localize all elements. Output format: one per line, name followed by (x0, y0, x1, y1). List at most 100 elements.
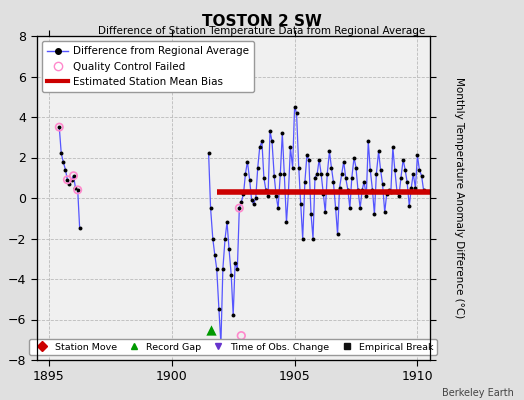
Point (383, 191, 391, 197)
Point (243, 158, 252, 165)
Point (360, 178, 368, 185)
Point (260, 174, 268, 181)
Point (418, 172, 426, 179)
Point (73, 187, 82, 193)
Point (63, 176, 72, 183)
Point (395, 193, 403, 199)
Point (258, 138, 266, 144)
Point (278, 130, 287, 136)
Point (323, 170, 332, 177)
Point (347, 174, 356, 181)
Point (370, 211, 379, 218)
Point (389, 144, 397, 150)
Point (274, 205, 282, 211)
Point (294, 164, 303, 171)
Point (313, 170, 321, 177)
Point (340, 158, 348, 165)
Point (213, 266, 221, 272)
Point (249, 201, 258, 207)
Y-axis label: Monthly Temperature Anomaly Difference (°C): Monthly Temperature Anomaly Difference (… (454, 77, 464, 319)
Text: Difference of Station Temperature Data from Regional Average: Difference of Station Temperature Data f… (99, 26, 425, 36)
Text: Berkeley Earth: Berkeley Earth (442, 388, 514, 398)
Point (270, 172, 278, 179)
Point (415, 166, 423, 173)
Point (409, 170, 418, 177)
Point (315, 156, 323, 163)
Point (211, 252, 219, 258)
Point (65, 181, 73, 187)
Point (215, 306, 223, 312)
Point (219, 266, 227, 272)
Point (264, 193, 272, 199)
Point (290, 104, 299, 110)
Point (403, 178, 411, 185)
Point (397, 174, 405, 181)
Point (55, 124, 63, 130)
Point (356, 205, 364, 211)
Point (362, 193, 370, 199)
Point (266, 128, 274, 134)
Point (69, 172, 78, 179)
Point (319, 191, 328, 197)
Point (399, 156, 407, 163)
Point (307, 211, 315, 218)
Point (235, 205, 244, 211)
Point (337, 170, 346, 177)
Point (401, 166, 409, 173)
Point (245, 176, 254, 183)
Point (376, 166, 385, 173)
Point (69, 172, 78, 179)
Point (221, 235, 230, 242)
Point (239, 191, 248, 197)
Point (61, 166, 70, 173)
Point (331, 205, 340, 211)
Point (272, 193, 280, 199)
Point (352, 164, 360, 171)
Point (325, 148, 334, 155)
Point (268, 138, 276, 144)
Point (378, 181, 387, 187)
Point (288, 164, 297, 171)
Point (328, 164, 336, 171)
Point (299, 235, 307, 242)
Point (344, 187, 352, 193)
Point (225, 246, 233, 252)
Point (372, 170, 380, 177)
Point (368, 187, 377, 193)
Point (206, 205, 215, 211)
Point (366, 166, 375, 173)
Point (59, 158, 68, 165)
Point (321, 209, 330, 215)
Point (350, 154, 358, 161)
Point (231, 260, 239, 266)
Point (254, 164, 262, 171)
Point (75, 225, 84, 232)
Point (407, 185, 416, 191)
Point (309, 235, 317, 242)
Point (71, 185, 80, 191)
Point (380, 209, 389, 215)
Point (303, 152, 311, 159)
Point (292, 110, 301, 116)
Point (297, 201, 305, 207)
Point (390, 166, 399, 173)
Point (229, 312, 237, 319)
Point (223, 219, 231, 226)
Point (73, 187, 82, 193)
Point (235, 205, 244, 211)
Point (413, 152, 422, 159)
Point (419, 187, 428, 193)
Point (206, 326, 215, 333)
Point (227, 272, 235, 278)
Point (233, 266, 242, 272)
Point (385, 187, 393, 193)
Point (282, 219, 291, 226)
Point (346, 205, 354, 211)
Point (241, 170, 249, 177)
Point (280, 170, 288, 177)
Point (252, 195, 260, 201)
Point (311, 174, 319, 181)
Point (209, 235, 217, 242)
Point (237, 199, 245, 205)
Legend: Station Move, Record Gap, Time of Obs. Change, Empirical Break: Station Move, Record Gap, Time of Obs. C… (29, 339, 437, 355)
